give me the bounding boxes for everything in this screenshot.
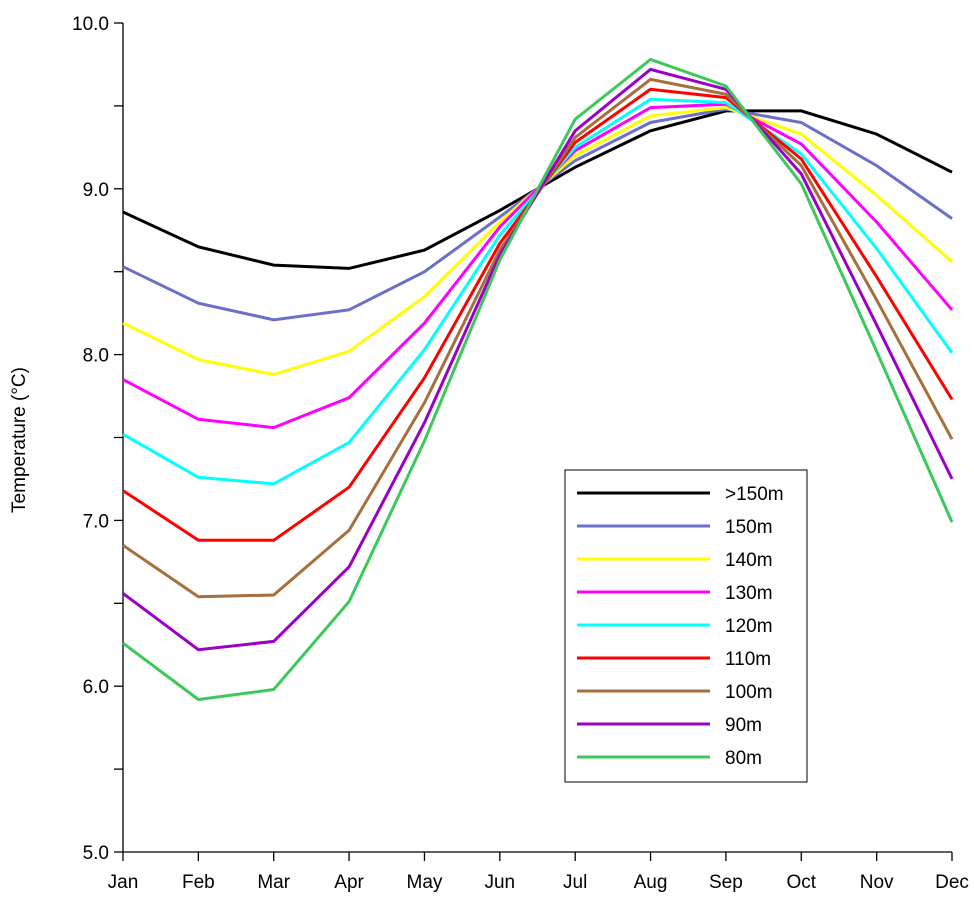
y-tick-label: 5.0 bbox=[83, 843, 109, 864]
series-line-3 bbox=[122, 102, 954, 430]
y-tick-label: 9.0 bbox=[83, 180, 109, 201]
x-tick-label: Aug bbox=[634, 872, 668, 893]
series-lines bbox=[122, 57, 954, 702]
y-tick-label: 7.0 bbox=[83, 511, 109, 532]
x-tick-label: Sep bbox=[709, 872, 743, 893]
x-tick-label: Jan bbox=[108, 872, 139, 893]
y-tick-label: 6.0 bbox=[83, 677, 109, 698]
legend-label: 130m bbox=[725, 583, 773, 604]
legend-label: 140m bbox=[725, 550, 773, 571]
y-axis-title: Temperature (°C) bbox=[9, 367, 30, 513]
x-tick-label: Feb bbox=[182, 872, 215, 893]
x-tick-label: May bbox=[407, 872, 443, 893]
legend-label: 110m bbox=[725, 649, 771, 670]
legend-label: >150m bbox=[725, 484, 784, 505]
legend-label: 90m bbox=[725, 715, 762, 736]
x-tick-label: Jul bbox=[563, 872, 587, 893]
x-tick-label: Mar bbox=[257, 872, 290, 893]
legend-label: 120m bbox=[725, 616, 773, 637]
y-tick-label: 10.0 bbox=[72, 14, 109, 35]
x-tick-label: Dec bbox=[935, 872, 969, 893]
x-tick-label: Nov bbox=[860, 872, 894, 893]
x-tick-label: Oct bbox=[786, 872, 816, 893]
x-tick-label: Apr bbox=[334, 872, 364, 893]
legend-label: 100m bbox=[725, 682, 773, 703]
legend: >150m 150m 140m 130m 120m 110m 100m 90m 80m bbox=[564, 469, 808, 783]
y-tick-label: 8.0 bbox=[83, 346, 109, 367]
series-line-8 bbox=[122, 57, 954, 702]
legend-label: 150m bbox=[725, 517, 773, 538]
legend-label: 80m bbox=[725, 748, 762, 769]
x-tick-label: Jun bbox=[484, 872, 515, 893]
series-line-7 bbox=[122, 67, 954, 652]
axes: 5.0 6.0 7.0 8.0 9.0 10.0 Jan Feb Mar Apr May Jun Jul… bbox=[72, 14, 969, 893]
